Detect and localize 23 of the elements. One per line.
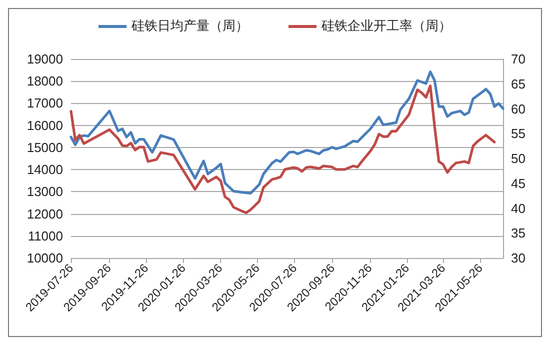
y-tick-label: 19000 [26, 52, 63, 66]
y-tick-label: 16000 [26, 118, 63, 133]
y-tick-label: 12000 [26, 206, 63, 222]
y2-tick-label: 60 [511, 101, 526, 116]
y-tick-label: 13000 [26, 184, 63, 200]
legend-label: 硅铁企业开工率（周） [320, 18, 452, 34]
y2-tick-label: 50 [511, 151, 526, 166]
y-tick-label: 17000 [26, 96, 63, 111]
y-tick-label: 14000 [26, 162, 63, 178]
y2-tick-label: 35 [511, 226, 526, 241]
line-series [70, 70, 504, 195]
y-tick-label: 10000 [26, 250, 63, 266]
line-series [70, 84, 496, 214]
y2-tick-label: 30 [511, 250, 526, 266]
y-tick-label: 15000 [26, 140, 63, 155]
y-tick-label: 18000 [26, 74, 63, 89]
y2-tick-label: 45 [511, 176, 526, 191]
legend-label: 硅铁日均产量（周） [130, 19, 248, 34]
y2-tick-label: 40 [511, 200, 526, 216]
y2-tick-label: 55 [511, 126, 526, 142]
y-tick-label: 11000 [28, 228, 63, 244]
y2-tick-label: 70 [511, 52, 526, 66]
y2-tick-label: 65 [511, 76, 526, 92]
